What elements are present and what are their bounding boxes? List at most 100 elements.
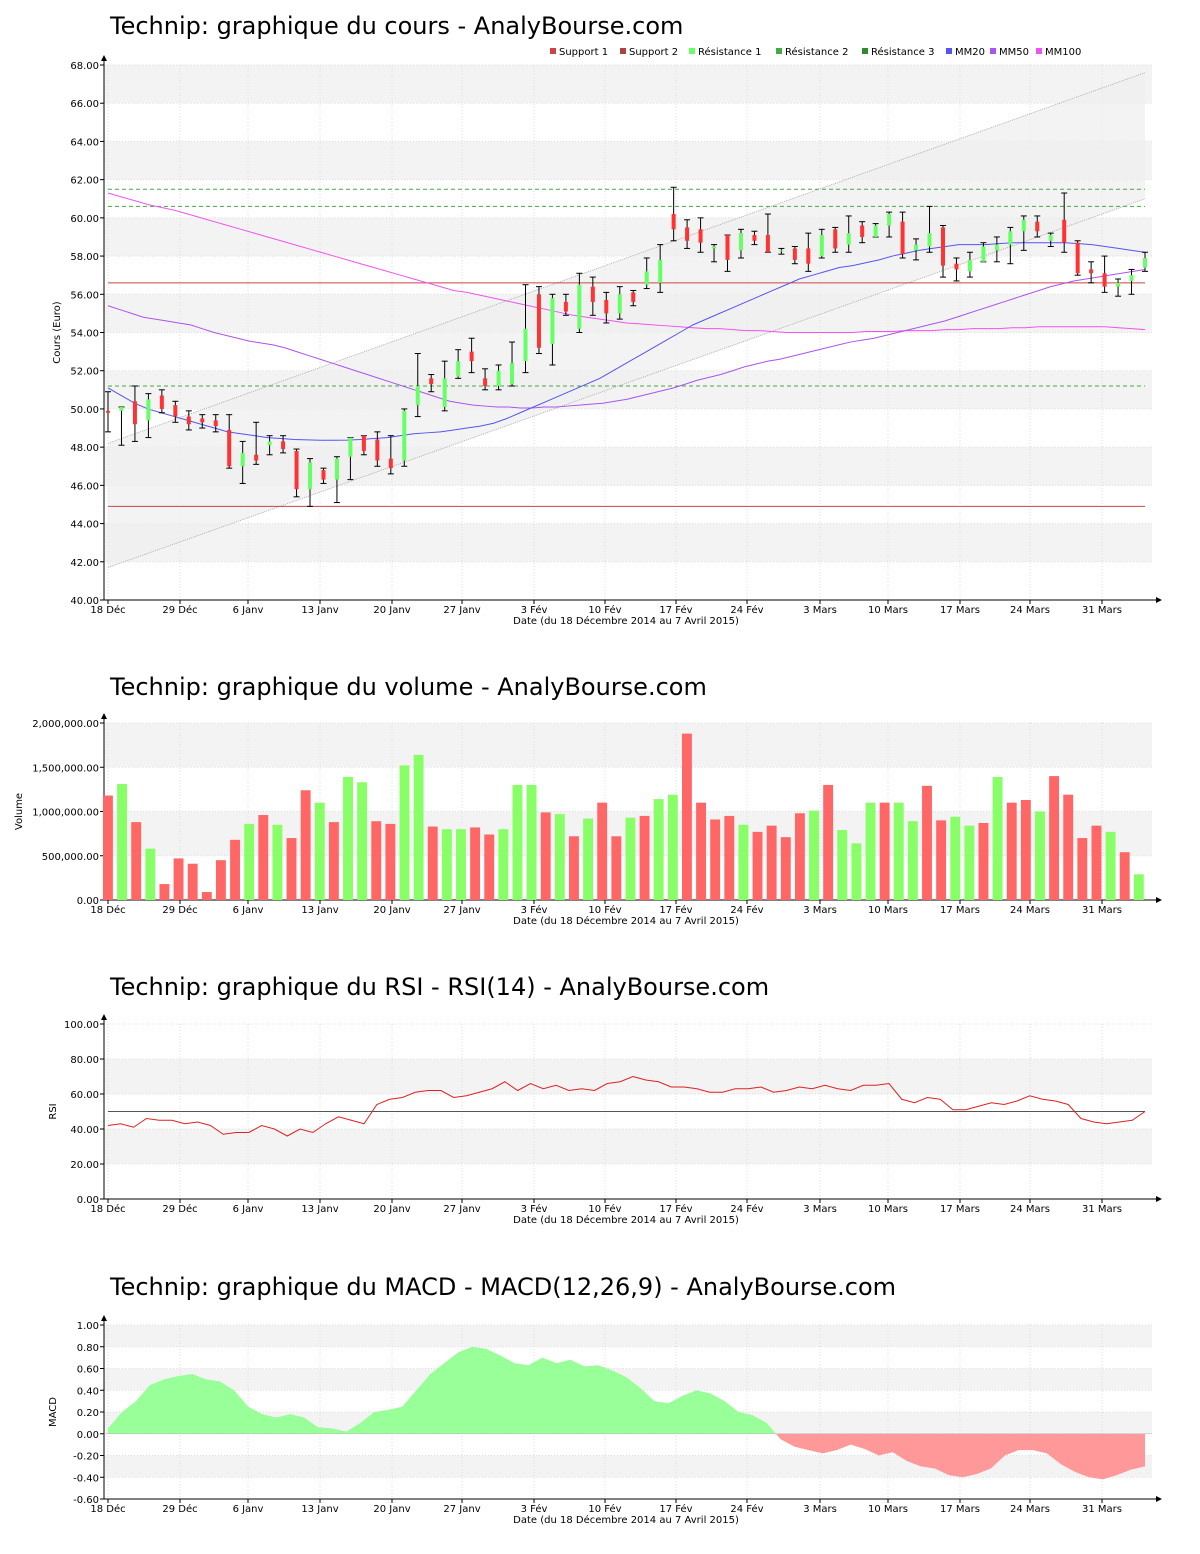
y-tick-label: 44.00: [70, 520, 99, 531]
x-tick-label: 10 Mars: [868, 1504, 908, 1515]
volume-bar: [936, 820, 947, 900]
volume-bar: [837, 830, 848, 900]
volume-bar: [851, 843, 862, 900]
chart-title: Technip: graphique du volume - AnalyBour…: [109, 673, 707, 701]
x-tick-label: 29 Déc: [162, 1203, 197, 1215]
volume-bar: [611, 836, 622, 900]
x-tick-label: 13 Janv: [301, 605, 338, 616]
volume-bar: [357, 782, 368, 900]
y-tick-label: 0.00: [77, 1430, 99, 1441]
y-tick-label: 60.00: [70, 1090, 99, 1101]
legend-swatch: [776, 48, 782, 54]
rsi-line: [107, 1075, 1146, 1137]
y-tick-label: 52.00: [70, 367, 99, 378]
volume-bar: [1006, 802, 1017, 900]
x-axis-arrow: [1156, 1196, 1162, 1202]
candle-body: [900, 221, 905, 255]
candle-body: [846, 233, 851, 245]
candle-body: [1008, 231, 1013, 245]
volume-bar: [230, 839, 240, 900]
candle-body: [765, 235, 770, 253]
grid-band: [104, 1129, 1152, 1164]
y-axis-label: RSI: [48, 1103, 59, 1119]
legend-swatch: [990, 48, 996, 54]
y-tick-label: 100.00: [64, 1020, 99, 1031]
x-tick-label: 3 Mars: [803, 1504, 837, 1515]
x-axis-label: Date (du 18 Décembre 2014 au 7 Avril 201…: [513, 1514, 739, 1526]
volume-bar: [752, 831, 763, 900]
volume-bar: [215, 860, 226, 900]
x-tick-label: 24 Fév: [730, 1503, 763, 1515]
x-tick-label: 24 Mars: [1010, 905, 1050, 916]
volume-bar: [823, 784, 834, 900]
grid-band: [104, 1059, 1152, 1094]
candle-body: [348, 437, 353, 457]
candle-body: [1143, 257, 1147, 268]
volume-bar: [1063, 794, 1074, 900]
volume-bar: [399, 765, 410, 900]
x-tick-label: 10 Mars: [868, 605, 908, 616]
y-tick-label: 56.00: [70, 290, 99, 301]
volume-bar: [992, 776, 1003, 900]
candle-body: [254, 454, 259, 461]
volume-bar: [145, 848, 156, 900]
legend-swatch: [1036, 48, 1042, 54]
x-tick-label: 20 Janv: [373, 1504, 410, 1515]
x-tick-label: 10 Mars: [868, 905, 908, 916]
candle-body: [523, 328, 528, 362]
y-tick-label: 0.60: [77, 1365, 99, 1376]
volume-bar: [738, 824, 749, 900]
grid-band: [104, 723, 1152, 768]
x-tick-label: 24 Fév: [730, 604, 763, 616]
candle-body: [712, 246, 717, 249]
volume-bar: [173, 858, 184, 900]
volume-bar: [964, 825, 975, 900]
candle-body: [1116, 282, 1121, 287]
volume-bar: [907, 821, 918, 900]
volume-bar: [950, 816, 961, 900]
candle-body: [658, 259, 663, 283]
candle-body: [981, 246, 986, 262]
candle-body: [281, 441, 286, 450]
x-tick-label: 31 Mars: [1082, 905, 1122, 916]
x-tick-label: 3 Fév: [521, 604, 548, 616]
volume-bar: [696, 802, 706, 900]
candle-body: [321, 470, 326, 480]
volume-bar: [371, 821, 382, 900]
y-tick-label: 1.00: [77, 1321, 99, 1332]
x-axis-arrow: [1156, 897, 1162, 903]
candle-body: [1035, 221, 1040, 232]
volume-bar: [893, 802, 904, 900]
candle-body: [819, 235, 824, 257]
y-axis-arrow: [101, 55, 107, 61]
y-tick-label: 500,000.00: [42, 852, 99, 863]
candle-body: [631, 292, 636, 302]
trend-line-lower: [107, 198, 1146, 568]
x-tick-label: 13 Janv: [301, 1204, 338, 1215]
y-axis-arrow: [101, 1014, 107, 1020]
x-tick-label: 6 Janv: [233, 1204, 264, 1215]
trend-line-upper: [107, 72, 1146, 444]
candle-body: [887, 214, 892, 226]
x-tick-label: 10 Mars: [868, 1204, 908, 1215]
y-tick-label: 50.00: [70, 405, 99, 416]
x-tick-label: 24 Mars: [1010, 1204, 1050, 1215]
volume-bar: [597, 802, 608, 900]
y-tick-label: 1,000,000.00: [32, 808, 99, 819]
volume-bar: [1133, 874, 1144, 900]
volume-bar: [159, 884, 170, 900]
x-tick-label: 3 Mars: [803, 605, 837, 616]
x-tick-label: 20 Janv: [373, 605, 410, 616]
candle-body: [361, 435, 366, 451]
volume-bar: [526, 784, 537, 900]
volume-bar: [187, 863, 198, 900]
candle-body: [752, 235, 757, 241]
x-tick-label: 3 Mars: [803, 1204, 837, 1215]
candle-body: [267, 441, 272, 446]
y-tick-label: 48.00: [70, 443, 99, 454]
candle-body: [429, 378, 434, 385]
macd-area-negative: [775, 1433, 1145, 1480]
volume-bar: [1119, 852, 1130, 900]
candle-body: [644, 271, 649, 285]
